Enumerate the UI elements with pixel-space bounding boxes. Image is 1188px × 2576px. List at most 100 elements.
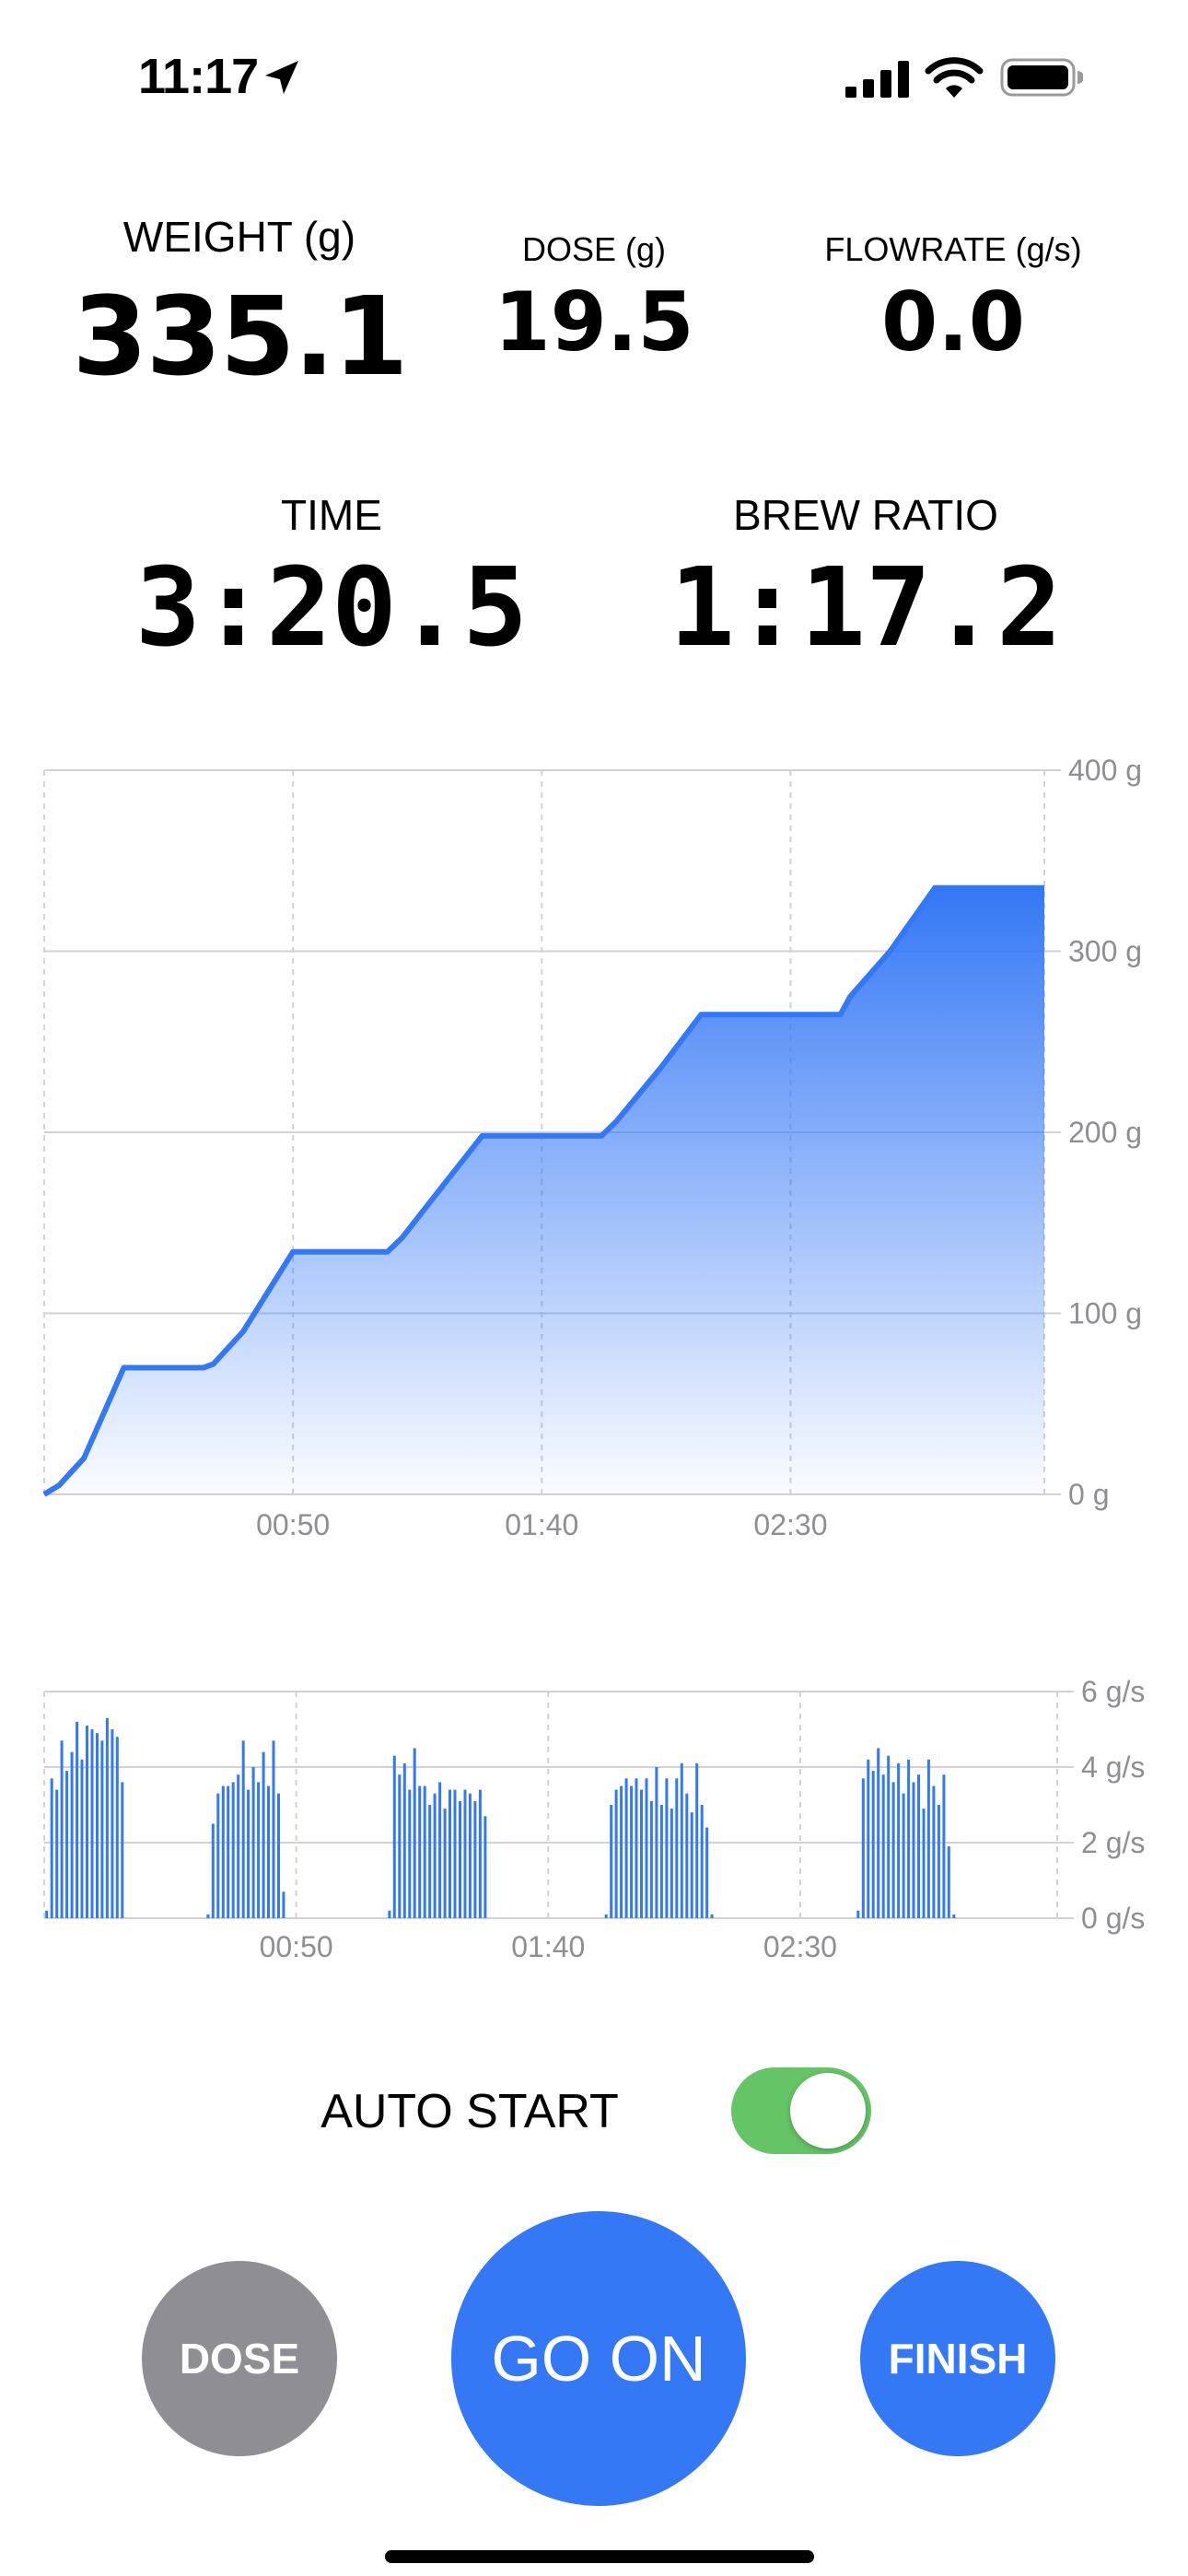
flow-bar — [216, 1793, 220, 1918]
dose-label: DOSE (g) — [521, 230, 667, 268]
flow-bar — [897, 1762, 901, 1918]
flow-chart-x-tick-label: 00:50 — [260, 1930, 333, 1963]
flow-bar — [257, 1782, 261, 1918]
weight-value: 335.1 — [72, 273, 408, 400]
flow-bar — [438, 1782, 442, 1918]
weight-chart-y-tick-label: 100 g — [1068, 1297, 1142, 1330]
flow-bar — [630, 1786, 634, 1918]
flow-bar — [251, 1767, 255, 1918]
flow-bar — [433, 1793, 437, 1918]
flow-bar — [90, 1729, 94, 1918]
flowrate-value: 0.0 — [881, 275, 1025, 369]
flow-bar — [277, 1793, 280, 1918]
flow-bar — [700, 1805, 704, 1918]
weight-label: WEIGHT (g) — [122, 213, 356, 261]
flow-bar — [926, 1759, 930, 1918]
flow-bar — [473, 1800, 477, 1918]
go-on-button[interactable]: GO ON — [451, 2211, 746, 2506]
flow-bar — [423, 1786, 426, 1918]
flow-bar — [443, 1809, 447, 1918]
finish-button[interactable]: FINISH — [860, 2261, 1055, 2456]
brew-ratio-label: BREW RATIO — [733, 491, 998, 539]
flow-bar — [206, 1914, 210, 1918]
flow-bar — [115, 1737, 119, 1918]
flow-bar — [100, 1740, 104, 1918]
flow-bar — [459, 1800, 461, 1918]
weight-series-line — [42, 884, 1044, 1497]
flow-bar — [408, 1789, 412, 1918]
flow-bar — [80, 1759, 84, 1918]
flow-bar — [453, 1789, 457, 1918]
flow-bar — [76, 1721, 79, 1918]
flow-chart-y-tick-label: 0 g/s — [1081, 1902, 1145, 1935]
flow-bar — [902, 1793, 905, 1918]
flow-bar — [121, 1782, 124, 1918]
flow-bar — [665, 1778, 669, 1918]
flow-bar — [60, 1740, 64, 1918]
toggle-knob — [790, 2073, 866, 2149]
flow-bar — [947, 1846, 950, 1918]
flow-bar — [237, 1774, 240, 1918]
flow-bar — [867, 1759, 870, 1918]
flow-bar — [70, 1751, 74, 1918]
flow-bar — [211, 1823, 215, 1918]
battery-icon — [1000, 58, 1083, 97]
flow-chart-y-tick-label: 4 g/s — [1081, 1751, 1145, 1784]
flow-bar — [680, 1762, 683, 1918]
flow-bar — [221, 1786, 225, 1918]
flow-bar — [861, 1778, 865, 1918]
flow-bar — [635, 1778, 638, 1918]
flow-bar — [392, 1755, 396, 1918]
flow-chart-y-tick-label: 2 g/s — [1081, 1826, 1145, 1859]
flow-bar — [670, 1809, 673, 1918]
auto-start-toggle[interactable] — [731, 2067, 871, 2154]
cellular-signal-icon — [845, 61, 909, 98]
flow-bar — [50, 1778, 53, 1918]
weight-chart-x-tick-label: 00:50 — [256, 1508, 330, 1541]
flow-bar — [227, 1786, 230, 1918]
weight-chart-y-tick-label: 0 g — [1068, 1478, 1109, 1511]
flow-bar — [877, 1748, 880, 1918]
flow-bar — [402, 1762, 406, 1918]
home-indicator[interactable] — [385, 2550, 814, 2563]
flow-bar — [659, 1805, 663, 1918]
weight-area-fill — [44, 887, 1044, 1494]
flow-bar — [468, 1793, 472, 1918]
flow-bar — [932, 1786, 936, 1918]
flow-bar — [937, 1805, 940, 1918]
flow-bar — [428, 1805, 432, 1918]
flow-bar — [413, 1748, 416, 1918]
flow-bar — [418, 1786, 422, 1918]
flow-chart-x-tick-label: 02:30 — [763, 1930, 837, 1963]
flow-bar — [55, 1789, 59, 1918]
flow-bar — [620, 1786, 623, 1918]
flow-bar — [247, 1789, 250, 1918]
flow-bar — [86, 1725, 88, 1918]
flow-bar — [912, 1782, 915, 1918]
flow-bar — [881, 1774, 885, 1918]
flow-bar — [690, 1812, 693, 1918]
flow-bar — [655, 1767, 658, 1918]
flow-bar — [675, 1778, 679, 1918]
flow-bar — [478, 1789, 482, 1918]
dose-button[interactable]: DOSE — [142, 2261, 337, 2456]
flow-bar — [111, 1729, 114, 1918]
flow-bar — [922, 1809, 926, 1918]
wifi-icon — [925, 57, 984, 98]
flow-chart-x-tick-label: 01:40 — [511, 1930, 585, 1963]
flow-bar — [952, 1914, 956, 1918]
brew-ratio-value: 1:17.2 — [669, 544, 1063, 671]
flow-bar — [282, 1891, 285, 1918]
flow-bar — [262, 1751, 265, 1918]
flow-bar — [388, 1910, 391, 1918]
flow-bar — [695, 1762, 699, 1918]
flow-bar — [887, 1755, 891, 1918]
flow-bar — [891, 1782, 895, 1918]
flow-bar — [272, 1740, 275, 1918]
flow-bar — [856, 1910, 860, 1918]
weight-chart-x-tick-label: 01:40 — [505, 1508, 578, 1541]
weight-chart-y-tick-label: 400 g — [1068, 754, 1142, 787]
weight-chart: 0 g 100 g 200 g 300 g 400 g 00:50 01:40 02:30 — [42, 754, 1142, 1541]
flow-bar — [917, 1774, 920, 1918]
weight-chart-y-tick-label: 300 g — [1068, 935, 1142, 968]
